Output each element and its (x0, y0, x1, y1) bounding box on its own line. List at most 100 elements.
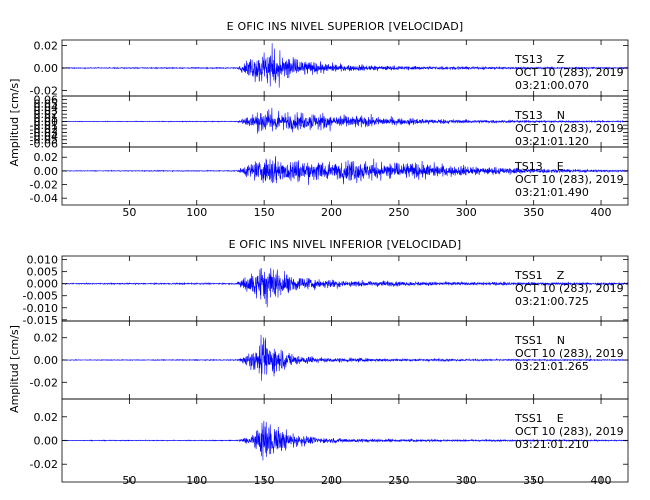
x-tick-label: 350 (523, 474, 544, 487)
y-axis-label: Amplitud [cm/s] (8, 79, 21, 167)
y-tick-label: -0.010 (23, 302, 58, 315)
y-tick-label: -0.04 (30, 130, 58, 143)
record-time: 03:21:01.265 (515, 360, 589, 373)
y-tick-label: -0.02 (30, 123, 58, 136)
y-tick-label: 0.02 (34, 40, 59, 53)
record-time: 03:21:00.070 (515, 79, 589, 92)
component-name: E (557, 412, 564, 425)
station-code: TS13 E (514, 160, 564, 173)
x-tick-label: 400 (591, 474, 612, 487)
waveform-trace (61, 420, 629, 461)
y-tick-label: 0.010 (27, 254, 59, 267)
y-tick-label: -0.02 (30, 179, 58, 192)
y-tick-label: 0.06 (34, 94, 59, 107)
y-tick-label: -0.01 (30, 119, 58, 132)
station-code: TS13 N (514, 109, 565, 122)
station-code: TSS1 Z (514, 269, 565, 282)
seismogram-figure-2: E OFIC INS NIVEL INFERIOR [VELOCIDAD] Amp… (8, 238, 629, 487)
x-tick-label: 50 (122, 474, 136, 487)
x-tick-label: 150 (254, 474, 275, 487)
waveform-trace (61, 43, 629, 88)
y-tick-label: 0.005 (27, 266, 59, 279)
x-tick-label: 400 (591, 206, 612, 219)
record-date: OCT 10 (283), 2019 (515, 122, 624, 135)
x-tick-label: 100 (186, 474, 207, 487)
y-tick-label: 0.00 (34, 165, 59, 178)
station-code: TSS1 E (514, 412, 564, 425)
x-tick-label: 300 (456, 206, 477, 219)
y-tick-label: 0.01 (34, 112, 59, 125)
x-tick-label: 50 (122, 206, 136, 219)
y-tick-label: -0.005 (23, 290, 58, 303)
component-name: N (557, 334, 565, 347)
y-axis-label: Amplitud [cm/s] (8, 325, 21, 413)
x-tick-label: 150 (254, 206, 275, 219)
y-tick-label: 0.00 (34, 435, 59, 448)
record-time: 03:21:00.725 (515, 295, 589, 308)
seismogram-figure-1: E OFIC INS NIVEL SUPERIOR [VELOCIDAD] Amp… (8, 20, 629, 219)
figure-title: E OFIC INS NIVEL SUPERIOR [VELOCIDAD] (227, 20, 464, 33)
station-name: TS13 (514, 109, 543, 122)
y-tick-label: 0.04 (34, 101, 59, 114)
x-tick-label: 300 (456, 474, 477, 487)
y-tick-label: -0.03 (30, 126, 58, 139)
y-tick-label: 0.02 (34, 411, 59, 424)
component-name: Z (557, 269, 565, 282)
component-name: E (557, 160, 564, 173)
waveform-trace (61, 267, 629, 308)
y-tick-label: 0.03 (34, 105, 59, 118)
record-time: 03:21:01.120 (515, 135, 589, 148)
waveform-trace (61, 334, 629, 381)
y-tick-label: -0.02 (30, 376, 58, 389)
waveform-trace (61, 156, 629, 186)
station-code: TSS1 N (514, 334, 565, 347)
station-code: TS13 Z (514, 53, 565, 66)
figure-title: E OFIC INS NIVEL INFERIOR [VELOCIDAD] (229, 238, 462, 251)
component-name: Z (557, 53, 565, 66)
y-tick-label: -0.04 (30, 192, 58, 205)
record-date: OCT 10 (283), 2019 (515, 425, 624, 438)
y-tick-label: -0.05 (30, 134, 58, 147)
station-name: TS13 (514, 53, 543, 66)
x-tick-label: 350 (523, 206, 544, 219)
x-tick-label: 250 (388, 474, 409, 487)
y-tick-label: 0.00 (34, 354, 59, 367)
y-tick-label: 0.02 (34, 151, 59, 164)
station-name: TSS1 (514, 412, 543, 425)
panel-frame (61, 146, 629, 206)
x-tick-label: 250 (388, 206, 409, 219)
record-date: OCT 10 (283), 2019 (515, 173, 624, 186)
y-tick-label: 0.000 (27, 278, 59, 291)
y-tick-label: 0.05 (34, 97, 59, 110)
record-time: 03:21:01.210 (515, 438, 589, 451)
y-tick-label: -0.02 (30, 458, 58, 471)
waveform-trace (61, 107, 629, 134)
station-name: TSS1 (514, 334, 543, 347)
record-date: OCT 10 (283), 2019 (515, 347, 624, 360)
trace-panel-ts13-n: 0.060.050.040.030.020.010.00-0.01-0.02-0… (30, 94, 629, 150)
y-tick-label: 0.00 (34, 116, 59, 129)
station-name: TS13 (514, 160, 543, 173)
record-date: OCT 10 (283), 2019 (515, 282, 624, 295)
station-name: TSS1 (514, 269, 543, 282)
x-tick-label: 100 (186, 206, 207, 219)
y-tick-label: 0.02 (34, 332, 59, 345)
y-tick-label: -0.015 (23, 314, 58, 327)
record-time: 03:21:01.490 (515, 186, 589, 199)
y-tick-label: -0.06 (30, 137, 58, 150)
y-tick-label: 0.00 (34, 62, 59, 75)
y-tick-label: -0.02 (30, 84, 58, 97)
x-tick-label: 200 (321, 206, 342, 219)
